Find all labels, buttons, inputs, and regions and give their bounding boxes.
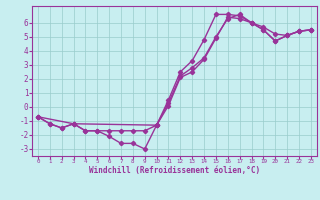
X-axis label: Windchill (Refroidissement éolien,°C): Windchill (Refroidissement éolien,°C)	[89, 166, 260, 175]
